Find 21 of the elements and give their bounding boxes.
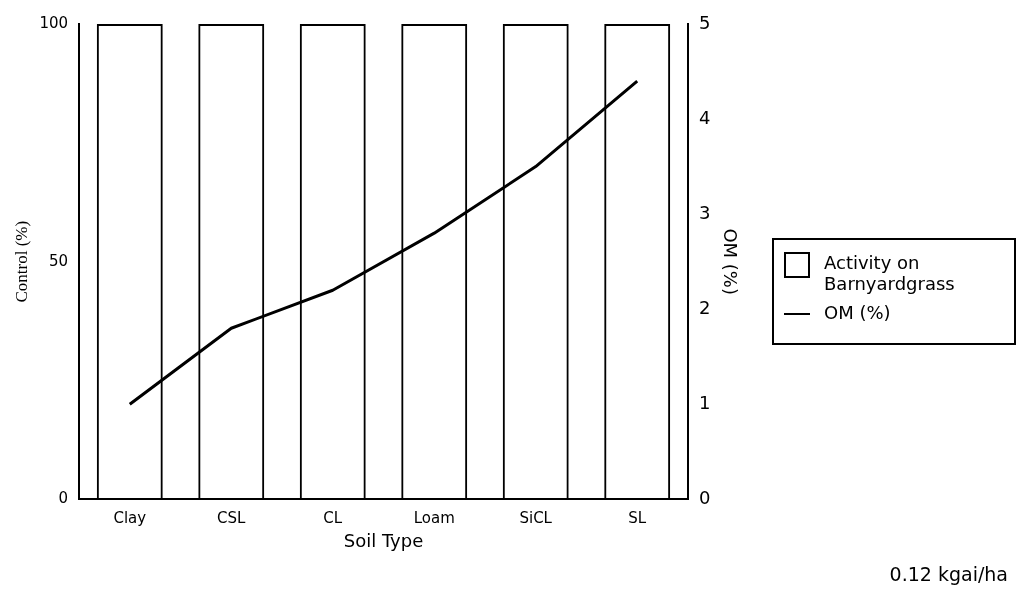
x-tick-label: CL — [323, 509, 343, 528]
legend-label: OM (%) — [824, 302, 891, 323]
y-tick-label: 100 — [39, 13, 69, 32]
y2-tick-label: 4 — [698, 106, 711, 128]
x-tick-label: SiCL — [519, 509, 553, 528]
legend-label: Activity on Barnyardgrass — [824, 252, 956, 294]
y-tick-label: 0 — [58, 489, 69, 508]
y2-tick-label: 1 — [698, 391, 711, 413]
y-axis-title: Control (%) — [11, 220, 31, 303]
y2-tick-label: 2 — [698, 296, 711, 318]
x-tick-label: CSL — [217, 509, 247, 528]
y2-tick-label: 3 — [698, 201, 711, 223]
y2-tick-label: 0 — [698, 487, 711, 509]
text: 0.12 kgai/ha — [889, 563, 1008, 585]
x-tick-label: SL — [628, 509, 647, 528]
y2-axis-title: OM (%) — [719, 228, 741, 295]
x-tick-label: Loam — [413, 509, 455, 528]
y2-tick-label: 5 — [698, 11, 711, 33]
y-tick-label: 50 — [48, 251, 69, 270]
x-tick-label: Clay — [113, 509, 147, 528]
x-axis-title: Soil Type — [343, 529, 424, 551]
